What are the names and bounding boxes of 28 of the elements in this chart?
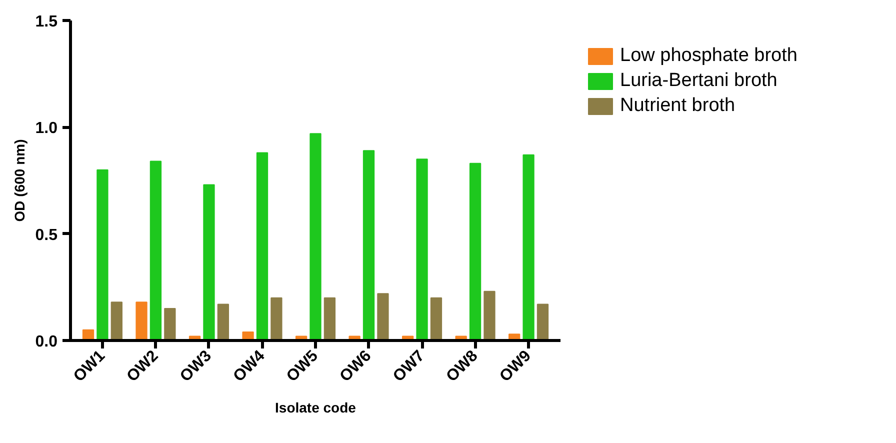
y-tick-label: 0.0 — [35, 334, 58, 350]
y-axis-title: OD (600 nm) — [11, 139, 28, 222]
bar — [256, 152, 268, 340]
bar — [536, 304, 549, 340]
bar — [362, 150, 375, 340]
bar — [310, 133, 322, 340]
bar — [430, 297, 442, 340]
legend-label: Low phosphate broth — [620, 45, 798, 67]
bar — [377, 293, 389, 340]
y-tick-label: 0.5 — [35, 226, 58, 244]
legend-label: Luria-Bertani broth — [620, 70, 778, 92]
bar — [110, 302, 122, 340]
y-tick-label: 1.5 — [35, 14, 58, 30]
bar — [484, 290, 496, 340]
bar — [217, 304, 230, 340]
y-tick-label: 1.0 — [35, 120, 58, 138]
x-axis-title: Isolate code — [275, 399, 356, 416]
bar — [136, 302, 148, 340]
bar — [203, 184, 215, 340]
legend-label: Nutrient broth — [620, 95, 736, 117]
bar — [469, 162, 482, 340]
bar — [150, 160, 162, 340]
bar — [416, 158, 428, 340]
bar — [522, 154, 534, 340]
bar — [96, 169, 108, 340]
bar — [164, 308, 176, 340]
bar — [270, 297, 282, 340]
bar — [324, 297, 336, 340]
